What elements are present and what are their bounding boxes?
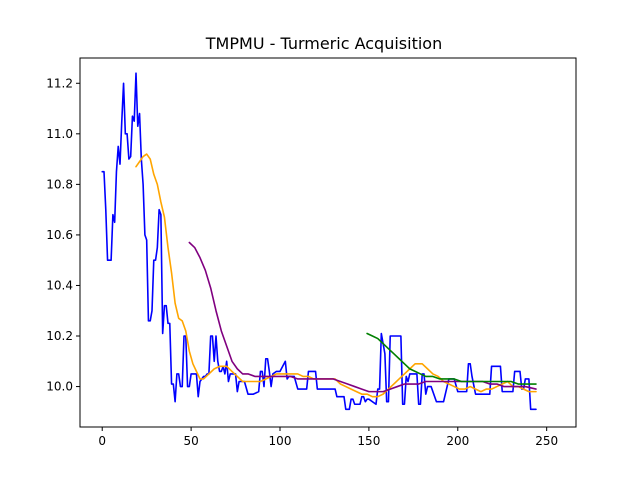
x-tick-label: 100 (269, 434, 292, 448)
x-tick-label: 150 (357, 434, 380, 448)
x-tick-label: 250 (535, 434, 558, 448)
y-tick-label: 11.0 (46, 127, 73, 141)
chart-title: TMPMU - Turmeric Acquisition (205, 34, 442, 53)
y-tick-label: 10.8 (46, 177, 73, 191)
y-tick-label: 10.0 (46, 380, 73, 394)
x-tick-label: 200 (446, 434, 469, 448)
y-tick-label: 11.2 (46, 76, 73, 90)
series-layer (101, 72, 537, 411)
y-tick-label: 10.2 (46, 329, 73, 343)
y-tick-label: 10.4 (46, 278, 73, 292)
series-line-4 (366, 332, 537, 385)
series-line-1 (101, 72, 537, 411)
y-tick-label: 10.6 (46, 228, 73, 242)
y-axis: 10.0 10.2 10.4 10.6 10.8 11.0 11.2 (46, 76, 80, 394)
x-tick-label: 50 (183, 434, 198, 448)
x-axis: 0 50 100 150 200 250 (98, 427, 558, 448)
x-tick-label: 0 (98, 434, 106, 448)
plot-area-frame (79, 57, 577, 428)
